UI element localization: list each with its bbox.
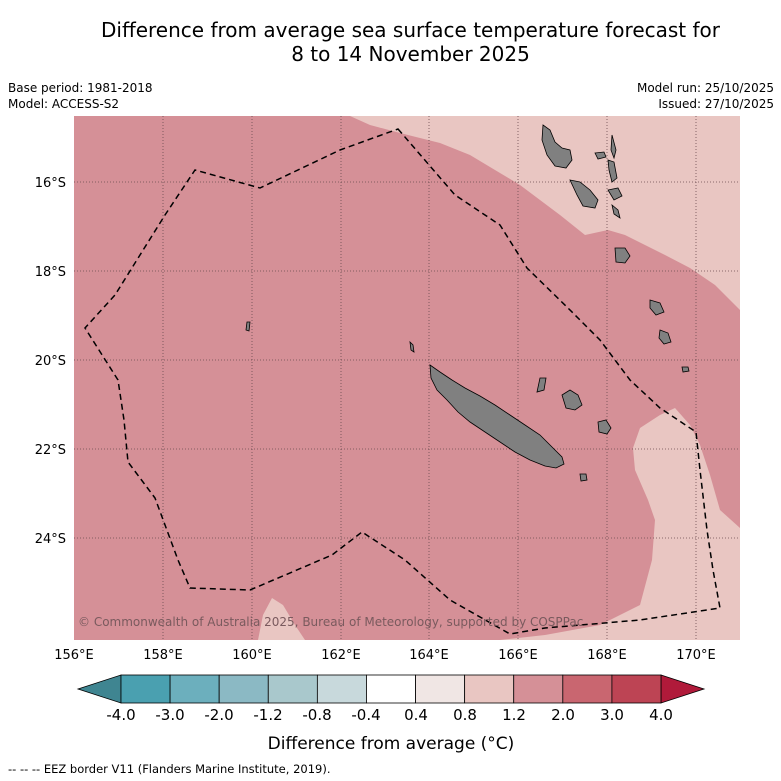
- belep-island: [409, 340, 415, 353]
- anomaly-region-0p8-to-1p2-se: [500, 408, 740, 640]
- cb-label-p2p0: 2.0: [551, 706, 575, 724]
- cb-label-p1p2: 1.2: [502, 706, 526, 724]
- mare-island: [597, 419, 612, 435]
- issued-date: Issued: 27/10/2025: [658, 97, 774, 111]
- meta-left: Base period: 1981-2018 Model: ACCESS-S2: [8, 80, 153, 112]
- lat-tick-20s: 20°S: [35, 354, 66, 369]
- colorbar-segment-0: [120, 674, 171, 704]
- cb-label-m1p2: -1.2: [253, 706, 282, 724]
- lat-tick-24s: 24°S: [35, 532, 66, 547]
- cb-label-p0p4: 0.4: [404, 706, 428, 724]
- colorbar-segment-4: [316, 674, 367, 704]
- gridlines: [74, 116, 740, 640]
- malekula: [569, 179, 599, 209]
- colorbar-segment-7: [464, 674, 515, 704]
- lon-tick-170e: 170°E: [676, 648, 716, 663]
- colorbar-segment-9: [562, 674, 613, 704]
- colorbar-segment-10: [611, 674, 662, 704]
- lat-tick-16s: 16°S: [35, 176, 66, 191]
- lon-tick-168e: 168°E: [587, 648, 627, 663]
- lon-axis: 156°E 158°E 160°E 162°E 164°E 166°E 168°…: [54, 648, 716, 663]
- cb-label-m0p4: -0.4: [351, 706, 380, 724]
- lon-tick-166e: 166°E: [498, 648, 538, 663]
- colorbar-segment-2: [218, 674, 269, 704]
- cb-label-p4p0: 4.0: [649, 706, 673, 724]
- map-title: Difference from average sea surface temp…: [0, 18, 781, 66]
- meta-right: Model run: 25/10/2025 Issued: 27/10/2025: [637, 80, 774, 112]
- cb-label-m0p8: -0.8: [302, 706, 331, 724]
- lon-tick-162e: 162°E: [321, 648, 361, 663]
- lon-tick-158e: 158°E: [143, 648, 183, 663]
- model-name: Model: ACCESS-S2: [8, 97, 120, 111]
- colorbar-labels: -4.0 -3.0 -2.0 -1.2 -0.8 -0.4 0.4 0.8 1.…: [106, 706, 673, 724]
- colorbar-segment-3: [267, 674, 318, 704]
- epi-island: [611, 203, 621, 219]
- colorbar-segment-6: [415, 674, 466, 704]
- lat-tick-22s: 22°S: [35, 443, 66, 458]
- erromango: [614, 247, 631, 264]
- aneityum: [658, 329, 672, 345]
- efate: [607, 187, 623, 201]
- cb-label-m2p0: -2.0: [204, 706, 233, 724]
- lat-axis: 16°S 18°S 20°S 22°S 24°S: [35, 176, 66, 547]
- cb-label-p3p0: 3.0: [600, 706, 624, 724]
- cb-label-p0p8: 0.8: [453, 706, 477, 724]
- small-islet-a: [681, 366, 690, 373]
- map-area: © Commonwealth of Australia 2025, Bureau…: [74, 116, 740, 640]
- copyright-notice: © Commonwealth of Australia 2025, Bureau…: [78, 615, 583, 629]
- new-caledonia-grande-terre: [429, 364, 565, 469]
- tanna: [649, 299, 665, 316]
- colorbar-title: Difference from average (°C): [268, 734, 515, 754]
- ambrym: [607, 159, 618, 183]
- isle-of-pines: [579, 473, 588, 482]
- colorbar-high-extend: [660, 674, 706, 704]
- base-period: Base period: 1981-2018: [8, 81, 153, 95]
- colorbar-segment-5: [366, 674, 416, 704]
- eez-footnote: -- -- -- EEZ border V11 (Flanders Marine…: [8, 762, 331, 776]
- cb-label-m4p0: -4.0: [106, 706, 135, 724]
- model-run: Model run: 25/10/2025: [636, 81, 774, 95]
- espiritu-santo: [541, 124, 573, 169]
- colorbar-low-extend: [76, 674, 122, 704]
- colorbar-segment-1: [169, 674, 220, 704]
- ambae: [594, 151, 607, 160]
- colorbar: -4.0 -3.0 -2.0 -1.2 -0.8 -0.4 0.4 0.8 1.…: [76, 674, 706, 754]
- anomaly-region-0p8-to-1p2-s: [258, 598, 305, 640]
- chesterfield-islet: [245, 321, 251, 332]
- lat-tick-18s: 18°S: [35, 265, 66, 280]
- land-masses: [245, 124, 690, 482]
- colorbar-segment-8: [513, 674, 564, 704]
- colorbar-segments: [120, 674, 662, 704]
- lon-tick-160e: 160°E: [232, 648, 272, 663]
- pentecost: [610, 134, 617, 160]
- lon-tick-156e: 156°E: [54, 648, 94, 663]
- cb-label-m3p0: -3.0: [155, 706, 184, 724]
- lon-tick-164e: 164°E: [409, 648, 449, 663]
- title-line-2: 8 to 14 November 2025: [291, 42, 530, 66]
- anomaly-region-0p8-to-1p2-ne: [350, 116, 740, 310]
- eez-border-new-caledonia: [84, 128, 721, 635]
- ouvea-island: [536, 377, 547, 393]
- title-line-1: Difference from average sea surface temp…: [100, 18, 720, 42]
- lifou-island: [561, 389, 583, 411]
